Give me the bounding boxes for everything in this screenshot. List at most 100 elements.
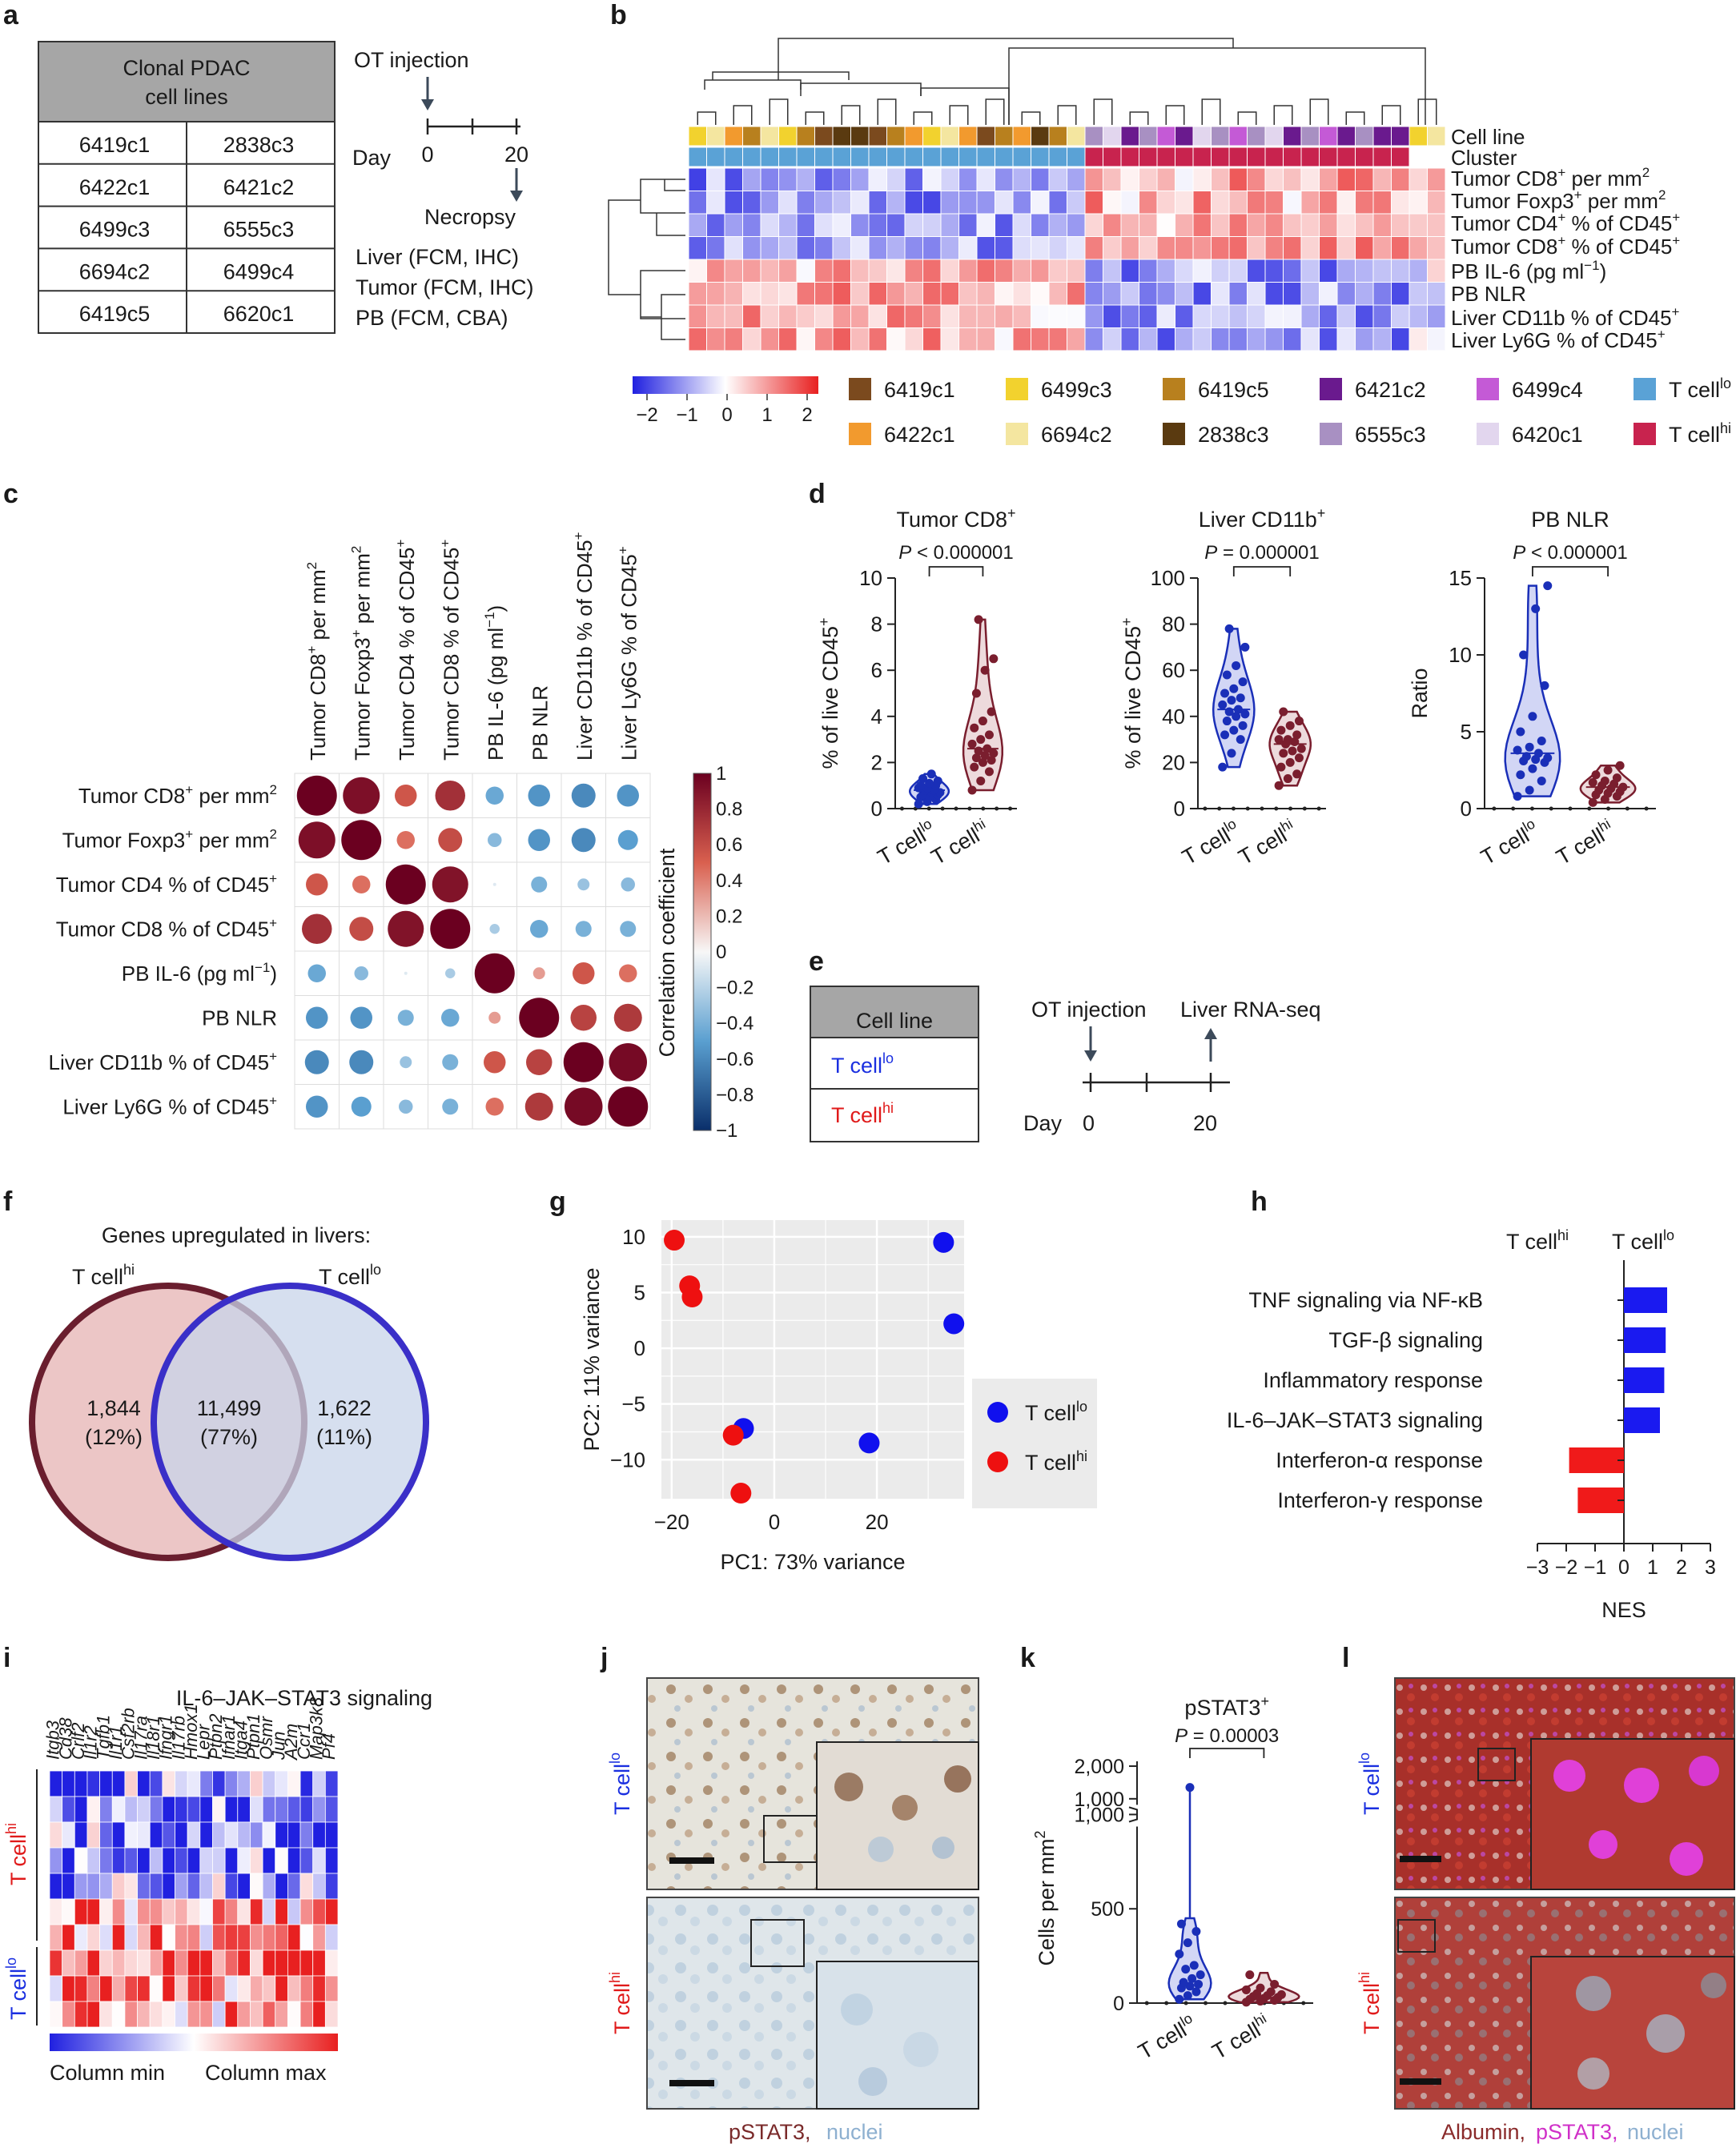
heatmap-cell <box>976 304 995 328</box>
gene-heat-cell <box>162 1975 175 2002</box>
gene-heat-cell <box>312 1924 326 1951</box>
annot-cellline <box>1012 126 1031 147</box>
b-legend: 6419c1 6499c3 6419c5 6421c2 6499c4 T celllo 64… <box>849 375 1731 447</box>
j-caption-pstat3: pSTAT3, <box>729 2120 811 2144</box>
data-point <box>1183 1991 1192 2001</box>
gene-heat-cell <box>74 1847 88 1874</box>
gene-label: Tgfb1 <box>93 1715 113 1760</box>
heatmap-cell <box>1408 167 1428 191</box>
x-category-label: T cellhi <box>1207 2010 1274 2065</box>
gene-heat-cell <box>86 1821 101 1849</box>
heatmap-cell <box>688 167 707 191</box>
data-point <box>1618 782 1628 792</box>
heatmap-cell <box>1319 191 1338 215</box>
annot-cellline <box>868 126 887 147</box>
corr-dot <box>474 953 515 994</box>
x-tick-label: −3 <box>1526 1556 1549 1579</box>
table-rows: 6419c1 2838c3 6422c1 6421c2 6499c3 6555c3 6694… <box>38 122 335 333</box>
corr-row-label: Tumor CD8+ per mm2 <box>78 782 277 808</box>
heatmap-cell <box>742 327 762 351</box>
heatmap-cell <box>1228 167 1248 191</box>
heatmap-cell <box>850 259 870 283</box>
heatmap-cell <box>868 327 887 351</box>
panel-k: k 0 500 1,0001,000 2,000 T celllo T cellhi P =… <box>1020 1643 1313 2064</box>
corr-dot <box>526 1049 553 1075</box>
gene-heat-cell <box>287 1898 301 1925</box>
heatmap-cell <box>976 191 995 215</box>
heatmap-cell <box>1372 282 1392 306</box>
heatmap-cell <box>760 259 779 283</box>
data-point <box>970 723 979 733</box>
legend-swatch <box>1006 423 1028 445</box>
heatmap-cell <box>1283 282 1302 306</box>
annot-cluster <box>1031 147 1050 167</box>
panel-h: h T cellhi T celllo −3 −2 −1 0 1 2 3 TNF signalin… <box>1227 1186 1716 1622</box>
heatmap-cell <box>904 191 923 215</box>
heatmap-cell <box>1264 304 1284 328</box>
data-point <box>1240 709 1250 719</box>
heatmap-cell <box>1031 282 1050 306</box>
gene-heat-cell <box>187 1821 201 1849</box>
heatmap-cell <box>940 327 959 351</box>
x-category-label: T celllo <box>1133 2010 1200 2065</box>
j-caption-nuclei: nuclei <box>826 2120 883 2144</box>
panel-g: g 10 5 0 −5 −10 −20 0 20 PC1: 73% variance PC2: 1… <box>549 1186 1097 1574</box>
heatmap-cell <box>1211 167 1230 191</box>
corr-dot <box>298 821 336 859</box>
heatmap-cell <box>778 282 798 306</box>
corr-dot <box>385 864 426 905</box>
gene-heat-cell <box>187 1796 201 1823</box>
heatmap-cell <box>1084 167 1103 191</box>
dendro-branch <box>1129 111 1149 125</box>
heatmap-cell <box>886 191 906 215</box>
heatmap-cell <box>886 259 906 283</box>
venn-right-count: 1,622 <box>317 1396 372 1420</box>
p-value: P < 0.000001 <box>898 542 1013 564</box>
gene-heat-cell <box>137 1924 151 1951</box>
e-row-hi-sup: hi <box>882 1100 894 1116</box>
annot-cellline <box>1264 126 1284 147</box>
pathway-label: Inflammatory response <box>1263 1368 1483 1392</box>
heatmap-cell <box>778 213 798 237</box>
gene-heat-cell <box>111 1847 126 1874</box>
venn-title: Genes upregulated in livers: <box>102 1223 371 1247</box>
data-point <box>1220 730 1230 740</box>
heatmap-cell <box>1139 213 1158 237</box>
y-tick-label: 2 <box>871 750 882 774</box>
data-point <box>1185 1981 1195 1991</box>
corr-dot <box>571 783 596 808</box>
heatmap-cell <box>1048 259 1067 283</box>
data-point <box>989 749 999 758</box>
heatmap-cell <box>1264 167 1284 191</box>
gene-heat-cell <box>250 1898 263 1925</box>
pathway-label: TNF signaling via NF-κB <box>1248 1288 1483 1312</box>
gene-heat-cell <box>162 1796 175 1823</box>
annot-cellline <box>958 126 978 147</box>
day-0: 0 <box>421 143 433 167</box>
y-axis-label: % of live CD45+ <box>1119 617 1145 769</box>
data-point <box>1591 770 1601 780</box>
corr-dot <box>485 786 504 805</box>
if-bottom-scalebar <box>1400 2078 1441 2085</box>
heatmap-cell <box>1247 259 1266 283</box>
gene-heat-cell <box>250 1796 263 1823</box>
panel-letter-l: l <box>1342 1643 1349 1673</box>
annot-cluster <box>976 147 995 167</box>
legend-swatch <box>1477 423 1499 445</box>
gene-heat-cell <box>299 1898 314 1925</box>
x-tick-label: 1 <box>1647 1556 1658 1579</box>
gene-heat-cell <box>199 1898 213 1925</box>
venn-right-pct: (11%) <box>316 1425 372 1449</box>
heatmap-row-label: PB IL-6 (pg ml−1) <box>1451 258 1606 283</box>
annot-cluster <box>995 147 1014 167</box>
heatmap-cell <box>1067 167 1086 191</box>
gene-heat-cell <box>312 1770 326 1797</box>
x-tick-label: 3 <box>1705 1556 1716 1579</box>
gene-heat-cell <box>299 1847 314 1874</box>
heatmap-cell <box>958 236 978 260</box>
data-point <box>1232 660 1241 670</box>
dendro-branch <box>805 111 825 125</box>
gene-heat-cell <box>137 1898 151 1925</box>
gene-heat-cell <box>287 1924 301 1951</box>
heatmap-cell <box>1300 213 1320 237</box>
